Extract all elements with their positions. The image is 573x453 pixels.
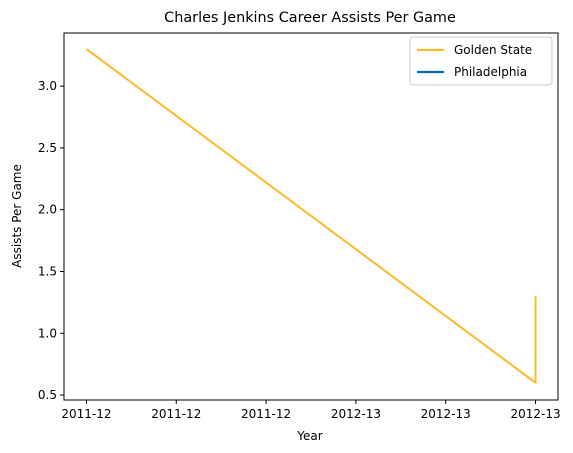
legend-label: Philadelphia <box>454 65 527 79</box>
legend-box <box>409 36 553 86</box>
x-tick-label: 2012-13 <box>510 407 560 421</box>
x-tick-label: 2011-12 <box>151 407 201 421</box>
y-tick-label: 1.0 <box>38 326 57 340</box>
series-line-0 <box>85 48 537 384</box>
x-tick-label: 2011-12 <box>61 407 111 421</box>
legend-label: Golden State <box>454 43 532 57</box>
legend-entries: Golden State Philadelphia <box>417 43 532 79</box>
x-tick-label: 2012-13 <box>421 407 471 421</box>
y-tick-label: 2.5 <box>38 141 57 155</box>
y-tick-label: 0.5 <box>38 388 57 402</box>
y-axis-ticks: 0.5 1.0 1.5 2.0 2.5 3.0 <box>38 79 64 402</box>
chart-title: Charles Jenkins Career Assists Per Game <box>164 10 456 26</box>
x-axis-label: Year <box>296 429 322 443</box>
y-axis-label: Assists Per Game <box>10 164 24 268</box>
legend: Golden State Philadelphia <box>409 36 553 86</box>
x-tick-label: 2012-13 <box>331 407 381 421</box>
series-lines <box>85 48 537 384</box>
y-tick-label: 2.0 <box>38 203 57 217</box>
y-tick-label: 3.0 <box>38 79 57 93</box>
x-axis-ticks: 2011-12 2011-12 2011-12 2012-13 2012-13 2012-… <box>61 400 561 421</box>
x-tick-label: 2011-12 <box>241 407 291 421</box>
y-tick-label: 1.5 <box>38 264 57 278</box>
plot-frame <box>63 32 559 401</box>
